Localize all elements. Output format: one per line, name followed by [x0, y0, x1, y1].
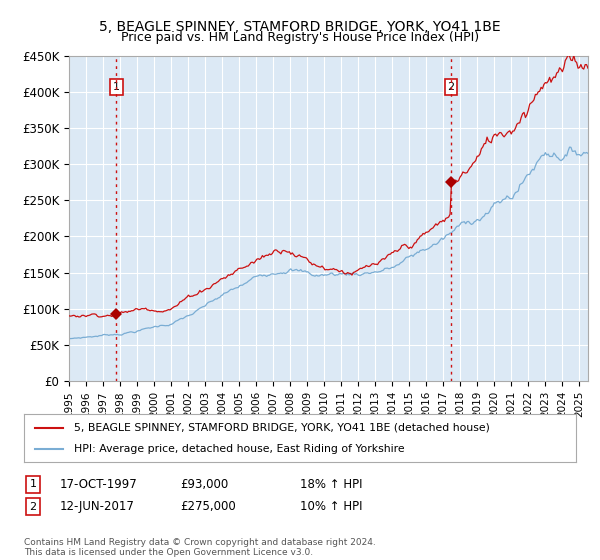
- Text: Contains HM Land Registry data © Crown copyright and database right 2024.
This d: Contains HM Land Registry data © Crown c…: [24, 538, 376, 557]
- Text: £93,000: £93,000: [180, 478, 228, 491]
- Text: 1: 1: [113, 82, 120, 92]
- Text: 2: 2: [448, 82, 455, 92]
- Text: 12-JUN-2017: 12-JUN-2017: [60, 500, 135, 514]
- Text: 2: 2: [29, 502, 37, 512]
- Text: £275,000: £275,000: [180, 500, 236, 514]
- Text: 5, BEAGLE SPINNEY, STAMFORD BRIDGE, YORK, YO41 1BE: 5, BEAGLE SPINNEY, STAMFORD BRIDGE, YORK…: [99, 20, 501, 34]
- Text: 10% ↑ HPI: 10% ↑ HPI: [300, 500, 362, 514]
- Text: HPI: Average price, detached house, East Riding of Yorkshire: HPI: Average price, detached house, East…: [74, 444, 404, 454]
- Text: Price paid vs. HM Land Registry's House Price Index (HPI): Price paid vs. HM Land Registry's House …: [121, 31, 479, 44]
- Text: 18% ↑ HPI: 18% ↑ HPI: [300, 478, 362, 491]
- Text: 1: 1: [29, 479, 37, 489]
- Text: 17-OCT-1997: 17-OCT-1997: [60, 478, 138, 491]
- Text: 5, BEAGLE SPINNEY, STAMFORD BRIDGE, YORK, YO41 1BE (detached house): 5, BEAGLE SPINNEY, STAMFORD BRIDGE, YORK…: [74, 423, 490, 433]
